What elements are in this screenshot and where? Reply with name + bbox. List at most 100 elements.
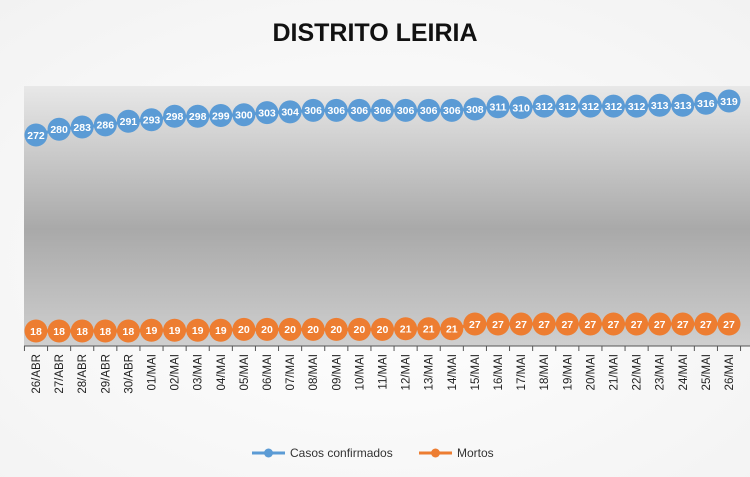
data-point [255,101,279,125]
data-point [347,98,371,122]
x-tick-label: 15/MAI [470,354,482,390]
x-tick-label: 05/MAI [239,354,251,390]
data-point [186,318,210,342]
data-label: 311 [490,102,507,114]
data-point [232,103,256,127]
data-point [486,312,510,336]
plot-area [24,86,750,346]
data-label: 280 [50,124,68,136]
data-point [463,97,487,121]
data-label: 27 [538,319,550,331]
data-point [717,312,741,336]
data-point [694,312,718,336]
data-label: 316 [697,98,715,110]
data-point [324,98,348,122]
data-point [116,109,140,133]
data-point [163,318,187,342]
data-label: 19 [192,325,204,337]
data-label: 21 [446,324,458,336]
x-tick-label: 20/MAI [585,354,597,390]
x-tick-label: 28/ABR [77,354,89,394]
x-tick-label: 13/MAI [424,354,436,390]
x-tick-label: 25/MAI [701,354,713,390]
data-point [301,317,325,341]
data-point [93,319,117,343]
data-label: 27 [515,319,527,331]
data-point [509,312,533,336]
x-tick-label: 07/MAI [285,354,297,390]
data-label: 21 [423,324,435,336]
data-point [278,317,302,341]
x-tick-label: 14/MAI [447,354,459,390]
data-label: 20 [238,324,250,336]
data-label: 27 [677,319,689,331]
data-point [47,117,71,141]
data-point [70,115,94,139]
data-point [371,317,394,341]
data-label: 319 [720,96,738,108]
data-label: 27 [469,319,481,331]
data-point [347,317,371,341]
data-label: 312 [535,101,553,113]
data-point [463,312,487,336]
x-axis-labels: 26/ABR 27/ABR 28/ABR 29/ABR 30/ABR 01/MAI 02/M… [31,354,736,394]
data-label: 20 [307,324,319,336]
data-label: 312 [628,101,646,113]
data-label: 27 [654,319,666,331]
data-point [532,312,556,336]
data-label: 291 [120,116,138,128]
data-label: 312 [605,101,623,113]
data-label: 272 [27,130,45,142]
data-point [47,319,71,343]
data-label: 18 [99,326,111,338]
data-point [486,95,510,119]
data-label: 306 [443,105,461,117]
x-tick-label: 16/MAI [493,354,505,390]
legend-item: Casos confirmados [252,446,393,460]
data-point [440,98,464,122]
legend-label: Mortos [457,446,494,460]
data-point [648,312,672,336]
data-point [532,94,556,118]
data-label: 18 [76,326,88,338]
data-point [555,312,579,336]
data-label: 304 [281,107,299,119]
data-label: 19 [169,325,181,337]
x-tick-label: 08/MAI [308,354,320,390]
x-axis-ticks [23,346,742,351]
x-tick-label: 21/MAI [609,354,621,390]
data-label: 306 [397,105,415,117]
data-label: 21 [400,324,412,336]
data-point [186,104,210,128]
data-label: 299 [212,110,230,122]
data-label: 306 [304,105,322,117]
x-tick-label: 26/ABR [31,354,43,394]
data-label: 300 [235,110,253,122]
data-point [717,89,741,113]
chart-title: DISTRITO LEIRIA [272,19,477,47]
data-point [555,94,579,118]
data-label: 313 [651,100,669,112]
data-label: 18 [30,326,42,338]
data-point [371,98,394,122]
x-tick-label: 29/ABR [100,354,112,394]
data-label: 313 [674,100,692,112]
data-point [278,100,302,124]
x-tick-label: 03/MAI [193,354,205,390]
data-point [578,94,602,118]
data-point [394,317,418,341]
data-point [255,317,279,341]
data-label: 293 [143,115,161,127]
data-point [394,98,418,122]
data-label: 18 [53,326,65,338]
data-point [417,317,441,341]
data-point [602,312,625,336]
legend-marker [431,448,440,458]
data-point [140,108,163,132]
x-tick-label: 09/MAI [331,354,343,390]
data-label: 27 [631,319,643,331]
data-point [694,91,718,115]
data-point [625,312,649,336]
data-point [648,93,672,117]
data-label: 20 [377,324,389,336]
